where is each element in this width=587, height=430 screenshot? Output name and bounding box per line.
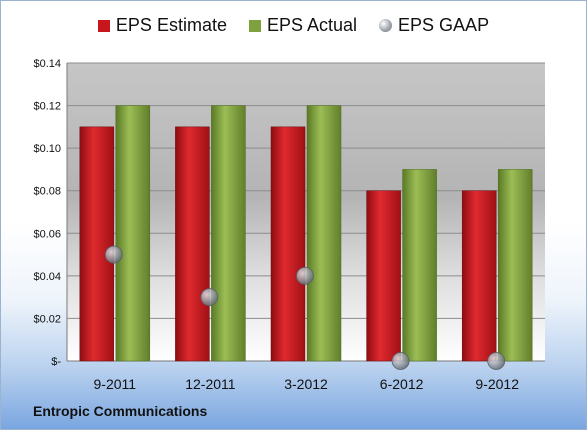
bar-eps-estimate bbox=[270, 126, 306, 362]
marker-eps-gaap bbox=[487, 352, 506, 370]
x-tick-label: 9-2011 bbox=[94, 376, 137, 392]
y-tick-label: $0.02 bbox=[33, 313, 61, 325]
bar-eps-estimate bbox=[461, 190, 497, 362]
bar-eps-estimate bbox=[366, 190, 401, 362]
y-tick-label: $0.04 bbox=[33, 271, 61, 283]
x-tick-label: 3-2012 bbox=[284, 376, 328, 392]
y-tick-label: $- bbox=[51, 356, 61, 368]
legend-swatch-actual bbox=[248, 19, 261, 32]
legend-label-estimate: EPS Estimate bbox=[115, 15, 227, 35]
legend-swatch-gaap bbox=[379, 19, 393, 32]
y-tick-label: $0.12 bbox=[33, 101, 61, 113]
x-tick-label: 6-2012 bbox=[380, 376, 424, 392]
bar-eps-actual bbox=[211, 105, 246, 362]
bar-eps-actual bbox=[402, 169, 437, 362]
legend: EPS Estimate EPS Actual EPS GAAP bbox=[1, 15, 586, 36]
legend-item-gaap: EPS GAAP bbox=[379, 15, 489, 36]
x-tick-label: 9-2012 bbox=[475, 376, 519, 392]
marker-eps-gaap bbox=[200, 288, 219, 307]
y-tick-label: $0.06 bbox=[33, 228, 61, 240]
marker-eps-gaap bbox=[296, 266, 314, 285]
legend-item-actual: EPS Actual bbox=[248, 15, 358, 36]
bar-eps-actual bbox=[115, 105, 151, 362]
bar-eps-estimate bbox=[79, 126, 115, 362]
company-name: Entropic Communications bbox=[33, 403, 208, 419]
x-tick-label: 12-2011 bbox=[185, 376, 236, 392]
bar-eps-actual bbox=[497, 169, 533, 362]
marker-eps-gaap bbox=[104, 245, 123, 264]
legend-label-actual: EPS Actual bbox=[266, 15, 358, 35]
y-tick-label: $0.14 bbox=[33, 58, 61, 70]
legend-swatch-estimate bbox=[97, 19, 110, 32]
legend-item-estimate: EPS Estimate bbox=[97, 15, 227, 36]
bar-eps-estimate bbox=[175, 126, 210, 362]
bar-eps-actual bbox=[306, 105, 342, 362]
marker-eps-gaap bbox=[391, 352, 410, 370]
y-tick-label: $0.10 bbox=[33, 143, 61, 155]
legend-label-gaap: EPS GAAP bbox=[398, 15, 490, 35]
y-tick-label: $0.08 bbox=[33, 186, 61, 198]
